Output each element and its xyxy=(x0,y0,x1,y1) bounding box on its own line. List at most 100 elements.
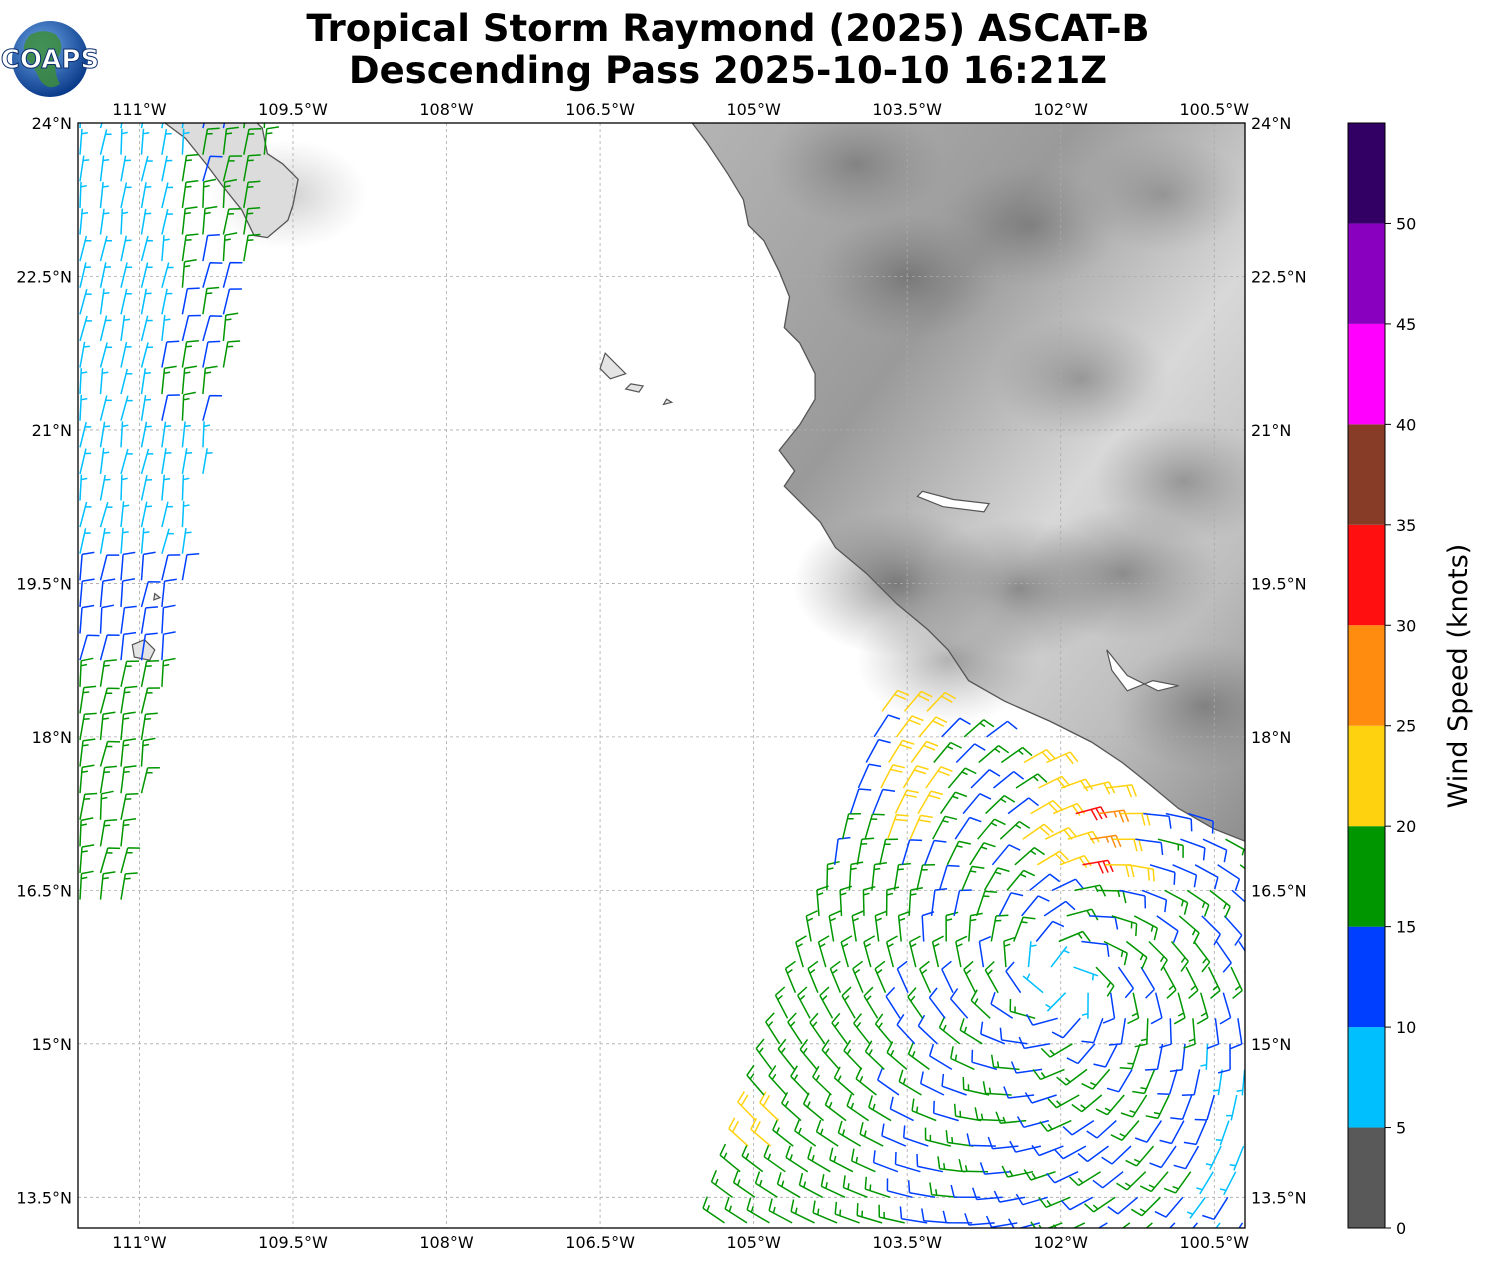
wind-barb xyxy=(1206,1018,1220,1050)
wind-barb xyxy=(79,128,88,155)
wind-barb xyxy=(950,1046,975,1071)
wind-barb xyxy=(263,126,280,155)
wind-barb xyxy=(889,1096,914,1122)
lon-tick-label-top-0: 111°W xyxy=(112,100,167,119)
wind-barb xyxy=(99,474,111,501)
wind-barb xyxy=(885,935,898,968)
wind-barb xyxy=(955,935,968,968)
wind-barb xyxy=(737,1091,757,1122)
wind-barb xyxy=(1154,1196,1184,1218)
wind-barb xyxy=(140,501,152,528)
wind-barb xyxy=(1143,812,1172,829)
wind-barb xyxy=(1043,900,1076,917)
wind-barb xyxy=(79,792,98,820)
wind-barb xyxy=(949,988,969,1019)
colorbar-frame xyxy=(1347,122,1386,1229)
wind-barb xyxy=(879,838,899,865)
lon-tick-label-bottom-7: 100.5°W xyxy=(1179,1233,1249,1252)
wind-barb xyxy=(1170,1094,1193,1121)
wind-barb xyxy=(1119,889,1147,909)
wind-barb xyxy=(719,1143,741,1173)
wind-barb xyxy=(1014,846,1046,866)
wind-barb xyxy=(222,155,243,182)
wind-barb xyxy=(79,289,92,315)
colorbar-tick-label-9: 45 xyxy=(1396,315,1416,334)
wind-barb xyxy=(1095,966,1115,997)
wind-barb xyxy=(881,1123,907,1147)
wind-barb xyxy=(243,123,246,129)
colorbar-bins xyxy=(1348,123,1385,1228)
wind-barb xyxy=(919,1071,945,1096)
wind-barb xyxy=(837,1120,862,1147)
wind-barb xyxy=(794,1119,817,1147)
wind-barb xyxy=(79,368,88,395)
colorbar-tick-label-1: 5 xyxy=(1396,1119,1406,1138)
wind-barb xyxy=(864,1176,891,1199)
wind-barb xyxy=(99,871,116,900)
island-4 xyxy=(153,592,162,601)
lat-tick-label-right-4: 18°N xyxy=(1251,728,1291,747)
wind-barb xyxy=(99,659,117,687)
wind-barb xyxy=(1239,864,1245,870)
wind-barb xyxy=(120,123,123,129)
wind-barb xyxy=(120,262,133,288)
map-frame xyxy=(77,122,1246,1229)
wind-barb xyxy=(79,685,97,714)
wind-barb xyxy=(1230,1018,1243,1050)
wind-barb xyxy=(222,178,238,208)
wind-barb xyxy=(1148,940,1168,971)
wind-barb xyxy=(763,1144,786,1173)
wind-barb xyxy=(202,261,223,288)
wind-barb xyxy=(161,315,171,341)
wind-barb xyxy=(161,554,181,581)
wind-barb xyxy=(140,712,158,741)
wind-barb xyxy=(161,657,176,687)
wind-barb xyxy=(797,986,811,1019)
colorbar-bin-7 xyxy=(1348,424,1385,525)
wind-barb xyxy=(99,740,121,767)
wind-barb xyxy=(1231,889,1245,903)
wind-barb xyxy=(1157,838,1184,858)
wind-barb xyxy=(855,1067,877,1096)
colorbar-bin-4 xyxy=(1348,725,1385,827)
lon-tick-label-bottom-3: 106.5°W xyxy=(565,1233,635,1252)
wind-barb xyxy=(181,553,200,581)
wind-barb xyxy=(140,262,153,288)
wind-barb xyxy=(886,813,909,840)
wind-barb xyxy=(140,288,152,315)
wind-barb xyxy=(805,910,818,942)
wind-barb xyxy=(79,123,82,129)
wind-barb xyxy=(79,657,94,687)
wind-barb xyxy=(79,262,91,288)
wind-barb xyxy=(1157,1069,1178,1096)
wind-barb xyxy=(1226,1094,1238,1121)
wind-barb xyxy=(99,368,109,395)
wind-barb xyxy=(99,501,113,528)
wind-barb xyxy=(852,960,864,993)
wind-barb xyxy=(864,1040,885,1070)
wind-barb xyxy=(202,315,223,342)
relief-spot-10 xyxy=(1079,136,1245,253)
wind-barb xyxy=(1075,1222,1108,1228)
wind-barb xyxy=(222,261,243,288)
wind-barb xyxy=(1058,930,1091,943)
wind-barb xyxy=(790,1065,810,1096)
wind-barb xyxy=(991,844,1021,866)
colorbar-tick-label-7: 35 xyxy=(1396,516,1416,535)
wind-barb xyxy=(120,738,137,767)
wind-barb xyxy=(202,448,213,475)
wind-barb xyxy=(222,340,241,368)
lat-tick-label-right-2: 21°N xyxy=(1251,421,1291,440)
wind-barb xyxy=(140,737,156,767)
wind-barb xyxy=(916,863,936,891)
wind-barb xyxy=(1168,1222,1176,1228)
wind-barb xyxy=(777,1038,795,1070)
wind-barb xyxy=(834,1201,860,1224)
wind-barb xyxy=(161,421,172,448)
coaps-logo: COAPS xyxy=(0,21,100,97)
wind-barb xyxy=(181,287,200,315)
wind-barb xyxy=(790,1199,815,1224)
lon-tick-label-bottom-1: 109.5°W xyxy=(258,1233,328,1252)
wind-barb xyxy=(1067,830,1100,844)
wind-barb xyxy=(1101,1145,1132,1165)
